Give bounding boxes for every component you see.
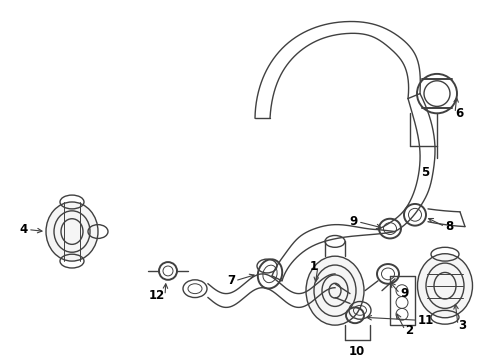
- Text: 11: 11: [417, 314, 433, 327]
- Text: 6: 6: [454, 107, 462, 120]
- Text: 1: 1: [309, 260, 317, 273]
- Text: 4: 4: [20, 223, 28, 236]
- Text: 5: 5: [420, 166, 428, 179]
- Text: 8: 8: [444, 220, 452, 233]
- Ellipse shape: [305, 256, 363, 325]
- Ellipse shape: [46, 202, 98, 261]
- Text: 12: 12: [148, 289, 164, 302]
- Ellipse shape: [417, 254, 471, 318]
- Text: 10: 10: [348, 345, 365, 358]
- Text: 2: 2: [404, 324, 412, 337]
- Text: 9: 9: [399, 287, 407, 300]
- Text: 9: 9: [349, 215, 357, 228]
- Text: 3: 3: [457, 319, 465, 332]
- Text: 7: 7: [226, 274, 235, 287]
